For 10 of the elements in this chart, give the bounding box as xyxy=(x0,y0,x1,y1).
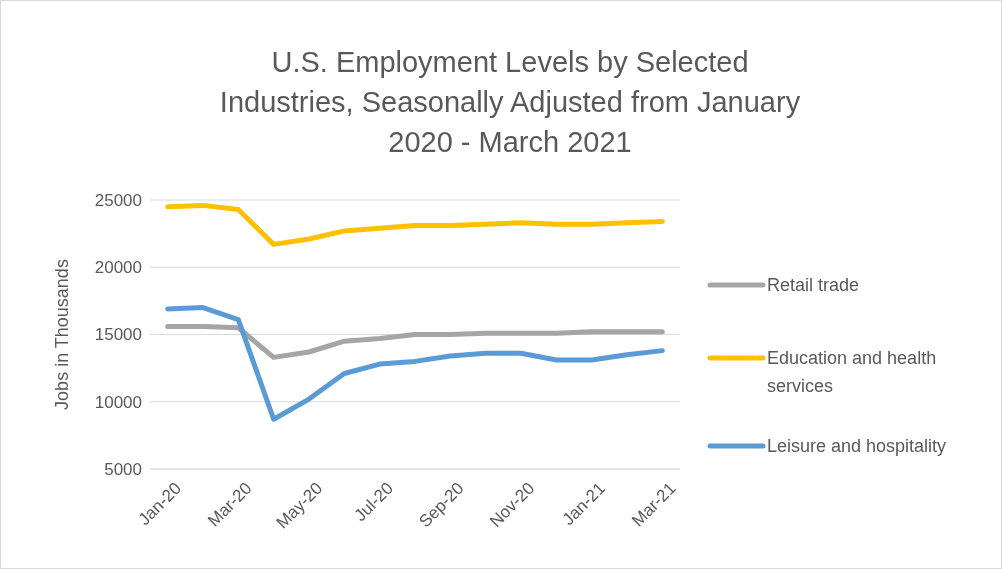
y-tick-label: 5000 xyxy=(104,459,142,479)
legend-label: Education and health services xyxy=(767,348,937,397)
legend-label: Retail trade xyxy=(767,275,860,296)
chart-title: U.S. Employment Levels by Selected Industries, Seasonally Adjusted from January 2020 - March 2021 xyxy=(219,46,801,158)
y-tick-label: 25000 xyxy=(94,190,142,210)
y-tick-label: 20000 xyxy=(94,258,142,278)
legend-label: Leisure and hospitality xyxy=(767,436,947,457)
y-tick-label: 15000 xyxy=(94,325,142,345)
y-axis-title: Jobs in Thousands xyxy=(52,259,72,410)
y-tick-label: 10000 xyxy=(94,392,142,412)
